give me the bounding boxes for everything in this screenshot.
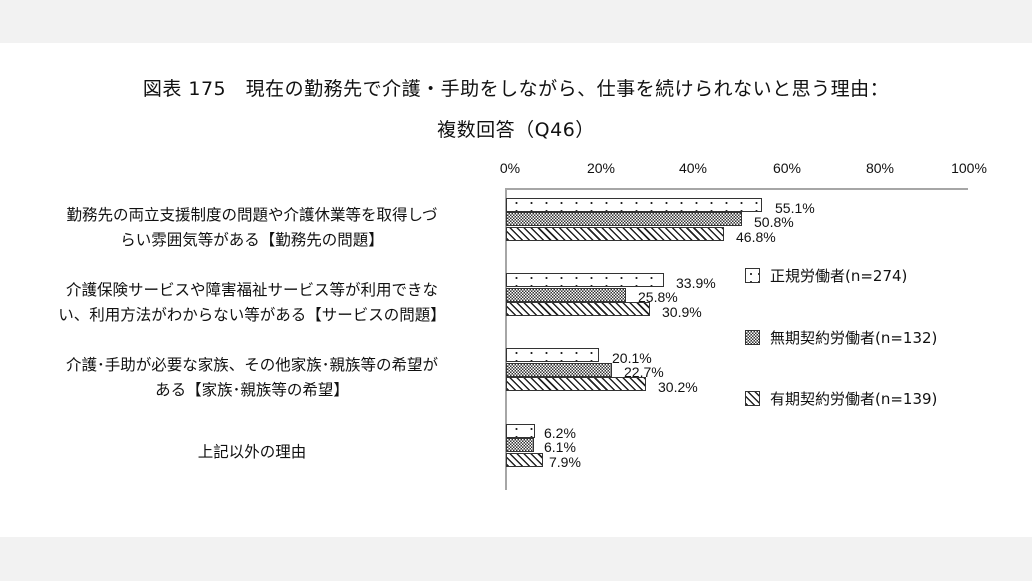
category-label-other: 上記以外の理由 bbox=[12, 440, 492, 465]
value-label: 22.7% bbox=[624, 364, 664, 380]
chart-subtitle: 複数回答（Q46） bbox=[437, 119, 595, 141]
legend-label: 無期契約労働者(n=132) bbox=[770, 328, 938, 347]
category-label-line: 上記以外の理由 bbox=[197, 443, 307, 461]
bar-fixed-term-family bbox=[506, 377, 646, 391]
bar-regular-workplace bbox=[506, 198, 762, 212]
top-frame-band bbox=[0, 0, 1032, 43]
x-tick-40: 40% bbox=[678, 160, 708, 176]
bar-indefinite-family bbox=[506, 363, 612, 377]
bar-indefinite-service bbox=[506, 288, 626, 302]
legend-item-fixed-term: 有期契約労働者(n=139) bbox=[745, 388, 937, 408]
bar-fixed-term-other bbox=[506, 453, 543, 467]
bar-fixed-term-workplace bbox=[506, 227, 724, 241]
x-tick-20: 20% bbox=[586, 160, 616, 176]
value-label: 6.2% bbox=[544, 425, 576, 441]
category-label-line: い、利用方法がわからない等がある【サービスの問題】 bbox=[58, 306, 446, 324]
bar-regular-family bbox=[506, 348, 599, 362]
bottom-frame-band bbox=[0, 537, 1032, 581]
chart-title: 図表 175 現在の勤務先で介護・手助をしながら、仕事を続けられないと思う理由： bbox=[142, 78, 890, 100]
bar-indefinite-workplace bbox=[506, 212, 742, 226]
x-tick-60: 60% bbox=[772, 160, 802, 176]
x-axis-line bbox=[505, 188, 968, 190]
value-label: 46.8% bbox=[736, 229, 776, 245]
legend-swatch-dots bbox=[745, 267, 760, 283]
value-label: 33.9% bbox=[676, 275, 716, 291]
legend-item-regular: 正規労働者(n=274) bbox=[745, 265, 907, 285]
value-label: 55.1% bbox=[775, 200, 815, 216]
bar-regular-service bbox=[506, 273, 664, 287]
value-label: 50.8% bbox=[754, 214, 794, 230]
x-tick-100: 100% bbox=[951, 160, 987, 176]
category-label-line: ある【家族･親族等の希望】 bbox=[155, 381, 349, 399]
category-label-line: 介護･手助が必要な家族、その他家族･親族等の希望が bbox=[65, 356, 438, 374]
value-label: 7.9% bbox=[549, 454, 581, 470]
bar-fixed-term-service bbox=[506, 302, 650, 316]
legend-label: 正規労働者(n=274) bbox=[770, 266, 908, 285]
value-label: 25.8% bbox=[638, 289, 678, 305]
category-label-workplace: 勤務先の両立支援制度の問題や介護休業等を取得しづ らい雰囲気等がある【勤務先の問… bbox=[12, 203, 492, 253]
bar-regular-other bbox=[506, 424, 535, 438]
y-axis-line bbox=[505, 188, 507, 490]
legend-item-indefinite: 無期契約労働者(n=132) bbox=[745, 327, 937, 347]
value-label: 30.2% bbox=[658, 379, 698, 395]
category-label-service: 介護保険サービスや障害福祉サービス等が利用できな い、利用方法がわからない等があ… bbox=[12, 278, 492, 328]
value-label: 6.1% bbox=[544, 439, 576, 455]
category-label-family: 介護･手助が必要な家族、その他家族･親族等の希望が ある【家族･親族等の希望】 bbox=[12, 353, 492, 403]
x-tick-0: 0% bbox=[499, 160, 521, 176]
value-label: 20.1% bbox=[612, 350, 652, 366]
category-label-line: 介護保険サービスや障害福祉サービス等が利用できな bbox=[65, 281, 438, 299]
legend-swatch-checker bbox=[745, 329, 760, 345]
x-tick-80: 80% bbox=[865, 160, 895, 176]
legend-label: 有期契約労働者(n=139) bbox=[770, 389, 938, 408]
category-label-line: 勤務先の両立支援制度の問題や介護休業等を取得しづ bbox=[66, 206, 438, 224]
legend-swatch-diagonal bbox=[745, 390, 760, 406]
bar-indefinite-other bbox=[506, 438, 534, 452]
category-label-line: らい雰囲気等がある【勤務先の問題】 bbox=[120, 231, 384, 249]
value-label: 30.9% bbox=[662, 304, 702, 320]
